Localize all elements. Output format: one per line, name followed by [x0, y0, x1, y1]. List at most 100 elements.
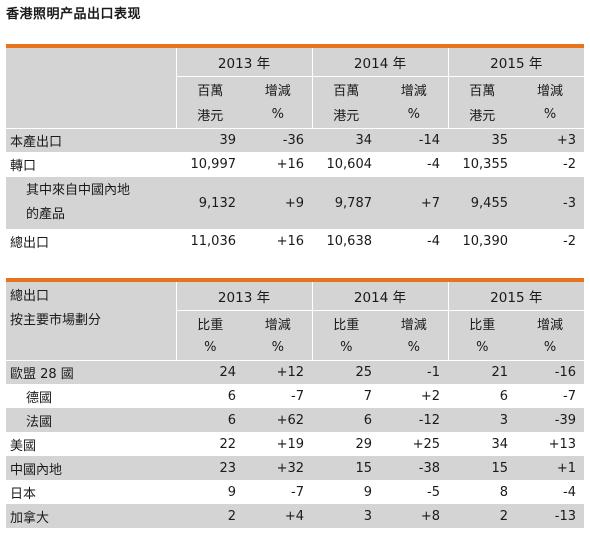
cell-value: 3 — [499, 412, 508, 428]
cell-value: 6 — [363, 412, 372, 428]
row-label: 法國 — [26, 414, 53, 430]
cell-value: 2 — [499, 508, 508, 524]
cell-change: +25 — [412, 436, 440, 452]
cell-value: 23 — [219, 460, 236, 476]
cell-value: 10,355 — [462, 157, 509, 172]
unit-header: 港元 — [175, 102, 244, 128]
cell-value: 10,390 — [462, 233, 509, 249]
cell-value: 6 — [227, 388, 236, 404]
cell-change: +7 — [420, 195, 440, 211]
year-header: 2014 年 — [311, 282, 448, 311]
cell-change: +16 — [276, 233, 304, 249]
cell-change: +8 — [420, 508, 440, 524]
cell-value: 25 — [312, 359, 380, 384]
cell-change: +62 — [276, 412, 304, 428]
cell-value: 15 — [355, 460, 372, 476]
row-label: 總出口 — [10, 235, 50, 251]
table-row: 德國 6 -7 7 +2 6 -7 — [6, 384, 584, 408]
cell-change: -12 — [418, 412, 440, 428]
cell-change: -1 — [380, 359, 448, 384]
row-label-line: 的產品 — [26, 207, 66, 222]
cell-change: +16 — [276, 157, 304, 172]
table-row: 歐盟 28 國 24 +12 25 -1 21 -16 — [6, 359, 584, 384]
header-line: 總出口 — [10, 289, 50, 304]
unit-header: 百萬 — [311, 76, 380, 102]
share-header: 比重 — [175, 310, 244, 336]
change-header: 增減 — [536, 83, 563, 99]
cell-change: +4 — [284, 508, 304, 524]
cell-change: +19 — [276, 436, 304, 452]
cell-change: -3 — [563, 195, 576, 211]
cell-change: +13 — [548, 436, 576, 452]
share-unit: % — [447, 336, 516, 360]
share-unit: % — [311, 336, 380, 360]
row-label-line: 其中來自中國內地 — [26, 183, 131, 198]
change-unit: % — [543, 340, 557, 356]
cell-value: 10,638 — [326, 233, 373, 249]
cell-change: -36 — [244, 127, 312, 152]
year-header: 2015 年 — [447, 48, 584, 77]
cell-change: -4 — [427, 157, 440, 172]
export-performance-table: 2013 年 2014 年 2015 年 百萬 增減 百萬 增減 百萬 增減 港… — [6, 44, 584, 253]
table-row: 加拿大 2 +4 3 +8 2 -13 — [6, 504, 584, 528]
cell-value: 39 — [176, 127, 244, 152]
cell-value: 34 — [491, 436, 508, 452]
share-unit: % — [175, 336, 244, 360]
cell-change: -7 — [291, 388, 304, 404]
cell-change: -38 — [418, 460, 440, 476]
share-header: 比重 — [311, 310, 380, 336]
cell-value: 9 — [363, 484, 372, 500]
row-label: 中國內地 — [10, 462, 63, 478]
cell-change: +9 — [284, 195, 304, 211]
corner-cell — [6, 48, 176, 76]
cell-value: 9,132 — [198, 195, 236, 211]
change-header: 增減 — [400, 83, 427, 99]
cell-value: 6 — [499, 388, 508, 404]
cell-change: +3 — [516, 127, 584, 152]
change-header: 增減 — [536, 317, 563, 333]
cell-change: +12 — [244, 359, 312, 384]
table-row: 日本 9 -7 9 -5 8 -4 — [6, 480, 584, 504]
page-title: 香港照明产品出口表现 — [6, 7, 142, 22]
cell-value: 8 — [499, 484, 508, 500]
year-header: 2015 年 — [447, 282, 584, 311]
market-share-table: 總出口 按主要市場劃分 2013 年 2014 年 2015 年 比重 增減 比… — [6, 278, 584, 528]
cell-change: -16 — [516, 359, 584, 384]
cell-value: 15 — [491, 460, 508, 476]
table-row: 轉口 10,997 +16 10,604 -4 10,355 -2 — [6, 152, 584, 177]
change-unit: % — [543, 107, 557, 123]
cell-value: 29 — [355, 436, 372, 452]
row-label: 歐盟 28 國 — [6, 359, 176, 384]
year-header: 2013 年 — [175, 48, 312, 77]
cell-value: 2 — [227, 508, 236, 524]
row-label: 加拿大 — [10, 510, 50, 526]
cell-value: 9 — [227, 484, 236, 500]
change-header: 增減 — [400, 317, 427, 333]
year-header: 2013 年 — [175, 282, 312, 311]
change-header: 增減 — [264, 317, 291, 333]
unit-header: 百萬 — [447, 76, 516, 102]
table-header-label: 總出口 按主要市場劃分 — [6, 282, 176, 336]
cell-value: 10,604 — [326, 157, 373, 172]
table-row: 中國內地 23 +32 15 -38 15 +1 — [6, 456, 584, 480]
table-row: 法國 6 +62 6 -12 3 -39 — [6, 408, 584, 432]
cell-value: 11,036 — [190, 233, 237, 249]
cell-change: -2 — [563, 233, 576, 249]
row-label: 日本 — [10, 486, 37, 502]
cell-change: -4 — [563, 484, 576, 500]
table-row: 本產出口 39 -36 34 -14 35 +3 — [6, 127, 584, 152]
cell-change: -7 — [563, 388, 576, 404]
table-row: 美國 22 +19 29 +25 34 +13 — [6, 432, 584, 456]
change-unit: % — [271, 340, 284, 356]
cell-value: 6 — [227, 412, 236, 428]
cell-change: +2 — [420, 388, 440, 404]
cell-change: +32 — [276, 460, 304, 476]
table-row: 總出口 11,036 +16 10,638 -4 10,390 -2 — [6, 229, 584, 253]
cell-value: 34 — [312, 127, 380, 152]
table-row: 其中來自中國內地 的產品 9,132 +9 9,787 +7 9,455 -3 — [6, 177, 584, 229]
row-label: 其中來自中國內地 的產品 — [6, 177, 176, 229]
cell-value: 24 — [176, 359, 244, 384]
cell-value: 9,455 — [470, 195, 508, 211]
cell-value: 21 — [448, 359, 516, 384]
cell-change: -5 — [427, 484, 440, 500]
